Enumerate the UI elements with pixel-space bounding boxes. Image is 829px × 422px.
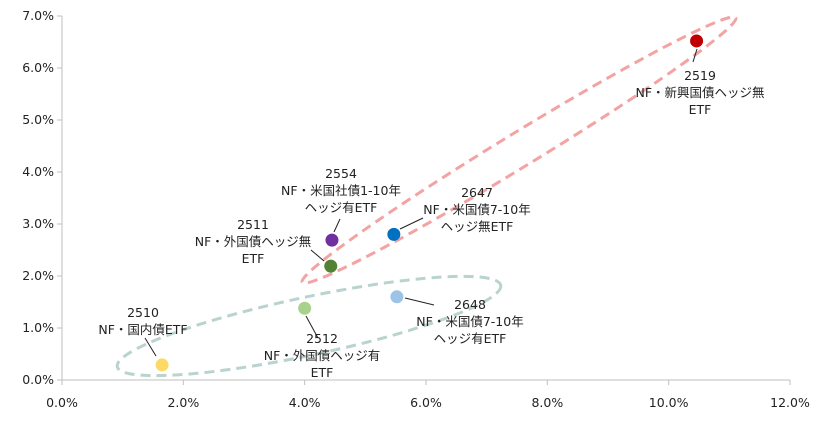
data-point-2647 — [387, 227, 401, 241]
y-tick-label: 4.0% — [22, 164, 54, 179]
data-label-2647: NF・米国債7-10年 — [423, 202, 530, 217]
x-tick-label: 8.0% — [531, 395, 563, 410]
x-tick-label: 12.0% — [770, 395, 810, 410]
y-tick-label: 3.0% — [22, 216, 54, 231]
y-tick-label: 5.0% — [22, 112, 54, 127]
leader-line-2554 — [333, 218, 341, 233]
data-label-2648: 2648 — [454, 297, 486, 312]
data-label-2647: ヘッジ無ETF — [441, 219, 514, 234]
data-label-2511: 2511 — [237, 217, 269, 232]
data-label-2511: ETF — [242, 251, 265, 266]
data-label-2648: ヘッジ有ETF — [434, 331, 507, 346]
x-tick-label: 2.0% — [167, 395, 199, 410]
data-point-2511 — [324, 259, 338, 273]
y-tick-label: 6.0% — [22, 60, 54, 75]
data-label-2647: 2647 — [461, 185, 493, 200]
group-outline-1 — [300, 15, 738, 285]
y-tick-label: 2.0% — [22, 268, 54, 283]
x-tick-label: 6.0% — [410, 395, 442, 410]
data-label-2510: 2510 — [127, 305, 159, 320]
data-point-2510 — [155, 358, 169, 372]
data-label-2554: ヘッジ有ETF — [305, 200, 378, 215]
x-tick-label: 4.0% — [289, 395, 321, 410]
data-label-2512: 2512 — [306, 331, 338, 346]
data-label-2554: 2554 — [325, 166, 357, 181]
leader-line-2512 — [305, 315, 319, 339]
group-outline-2 — [115, 274, 503, 378]
leader-line-2647 — [399, 217, 424, 230]
data-point-2554 — [325, 233, 339, 247]
data-label-2511: NF・外国債ヘッジ無 — [195, 234, 312, 249]
x-tick-label: 0.0% — [46, 395, 78, 410]
data-point-2512 — [298, 301, 312, 315]
data-label-2519: NF・新興国債ヘッジ無 — [635, 85, 764, 100]
y-tick-label: 0.0% — [22, 372, 54, 387]
leader-line-2510 — [144, 337, 157, 357]
y-tick-label: 1.0% — [22, 320, 54, 335]
leader-line-2519 — [692, 48, 698, 63]
data-point-2519 — [690, 34, 704, 48]
data-label-2519: ETF — [689, 102, 712, 117]
data-label-2510: NF・国内債ETF — [98, 322, 187, 337]
x-tick-label: 10.0% — [649, 395, 689, 410]
leader-line-2648 — [404, 297, 435, 306]
data-label-2648: NF・米国債7-10年 — [416, 314, 523, 329]
leader-line-2511 — [310, 249, 325, 262]
data-point-2648 — [390, 290, 404, 304]
data-label-2554: NF・米国社債1-10年 — [281, 183, 401, 198]
data-label-2512: ETF — [311, 365, 334, 380]
y-tick-label: 7.0% — [22, 8, 54, 23]
data-label-2519: 2519 — [684, 68, 716, 83]
data-label-2512: NF・外国債ヘッジ有 — [264, 348, 381, 363]
